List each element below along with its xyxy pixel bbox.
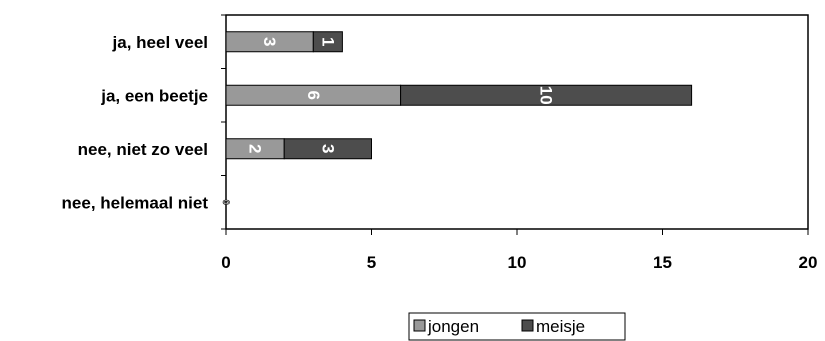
legend-swatch-jongen xyxy=(413,319,426,332)
data-label-meisje: 1 xyxy=(318,37,337,46)
data-label-zero: 0 xyxy=(221,200,231,205)
x-tick-label: 15 xyxy=(653,253,672,272)
category-label: ja, een beetje xyxy=(100,86,208,105)
bar-meisje xyxy=(312,31,343,53)
x-ticks-group: 0 5 10 15 20 xyxy=(221,14,818,272)
x-tick-label: 0 xyxy=(221,253,230,272)
data-label-jongen: 2 xyxy=(246,144,265,153)
data-label-jongen: 3 xyxy=(260,37,279,46)
data-label-meisje: 10 xyxy=(537,86,556,105)
legend-label-jongen: jongen xyxy=(427,317,479,336)
legend: jongen meisje xyxy=(408,312,626,341)
legend-box xyxy=(408,312,626,341)
bars-group xyxy=(225,31,693,160)
legend-label-meisje: meisje xyxy=(536,317,585,336)
legend-swatch-meisje xyxy=(521,319,534,332)
category-label: nee, niet zo veel xyxy=(78,140,208,159)
data-labels-group: 3 1 6 10 2 3 0 xyxy=(221,37,556,205)
data-label-meisje: 3 xyxy=(318,144,337,153)
bar-meisje xyxy=(400,84,693,106)
category-label: ja, heel veel xyxy=(112,33,208,52)
x-tick-label: 10 xyxy=(508,253,527,272)
x-tick-label: 20 xyxy=(799,253,818,272)
category-labels-group: ja, heel veel ja, een beetje nee, niet zo … xyxy=(62,33,209,213)
category-label: nee, helemaal niet xyxy=(62,193,209,212)
data-label-jongen: 6 xyxy=(304,91,323,100)
x-tick-label: 5 xyxy=(367,253,376,272)
bar-meisje xyxy=(283,138,373,160)
